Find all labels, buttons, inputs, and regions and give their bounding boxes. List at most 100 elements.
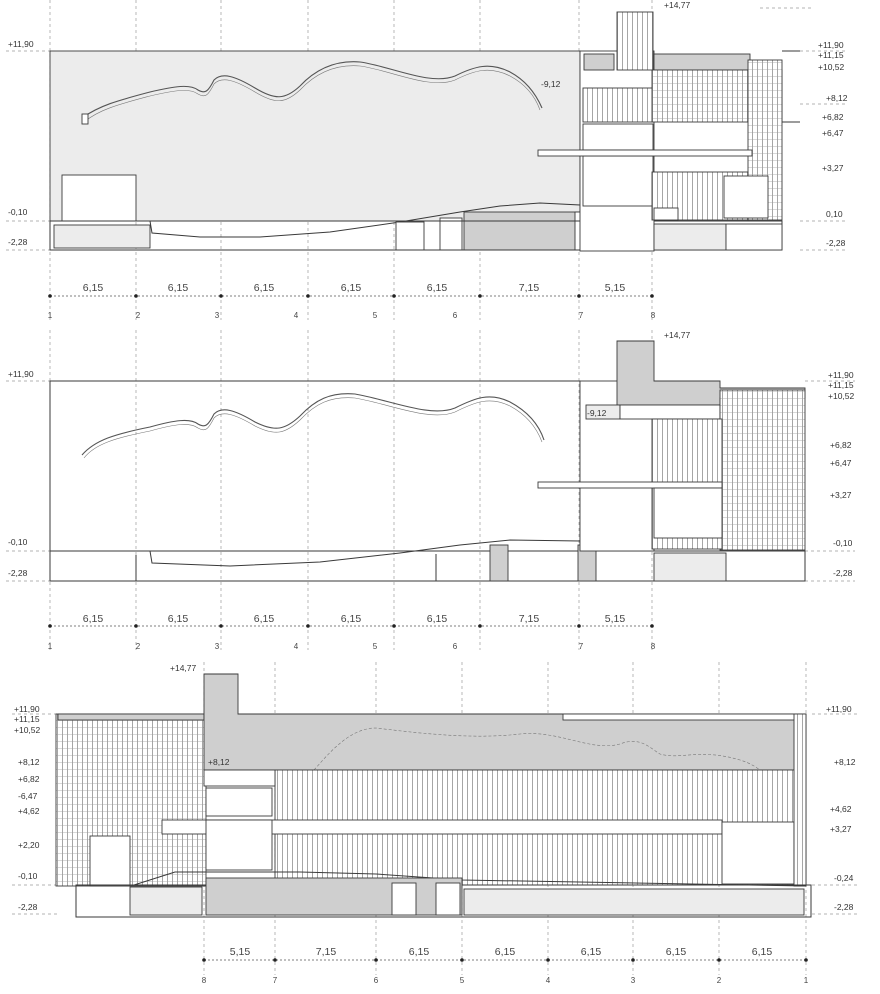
axis-number: 8 bbox=[202, 976, 207, 985]
axis-number: 6 bbox=[374, 976, 379, 985]
level-labels-c: +14,77 +11,90 +11,15 +10,52 +8,12 +6,82 … bbox=[14, 663, 856, 912]
roof-curve bbox=[81, 393, 545, 456]
level-right: -0,10 bbox=[833, 538, 853, 548]
level-right: +11,90 bbox=[828, 370, 854, 380]
axis-number: 4 bbox=[546, 976, 551, 985]
axis-number: 7 bbox=[579, 311, 584, 320]
level-right: -2,28 bbox=[834, 902, 854, 912]
axis-number: 3 bbox=[215, 642, 220, 651]
axis-number: 5 bbox=[373, 311, 378, 320]
building-section-c bbox=[55, 673, 812, 918]
level-left: +6,82 bbox=[18, 774, 40, 784]
axis-number: 6 bbox=[453, 311, 458, 320]
span-dimension: 6,15 bbox=[495, 946, 516, 958]
main-hall-volume bbox=[49, 380, 581, 552]
level-right: +8,12 bbox=[834, 757, 856, 767]
roof-curve bbox=[81, 61, 543, 119]
section-c: +14,77 +11,90 +11,15 +10,52 +8,12 +6,82 … bbox=[12, 662, 860, 985]
building-section-b bbox=[49, 340, 806, 582]
span-dimension: 6,15 bbox=[427, 282, 448, 294]
level-right: -0,24 bbox=[834, 873, 854, 883]
level-left: +2,20 bbox=[18, 840, 40, 850]
level-right: +6,82 bbox=[822, 112, 844, 122]
level-right: +4,62 bbox=[830, 804, 852, 814]
span-dimension: 6,15 bbox=[254, 613, 275, 625]
level-right: -2,28 bbox=[826, 238, 846, 248]
level-right: +10,52 bbox=[818, 62, 845, 72]
span-dimension: 5,15 bbox=[605, 282, 626, 294]
level-left: -2,28 bbox=[8, 237, 28, 247]
level-left: +14,77 bbox=[170, 663, 197, 673]
span-dimension: 5,15 bbox=[605, 613, 626, 625]
level-left: +4,62 bbox=[18, 806, 40, 816]
level-left: -0,10 bbox=[8, 207, 28, 217]
axis-number: 8 bbox=[651, 311, 656, 320]
span-dimension: 6,15 bbox=[168, 282, 189, 294]
axis-number: 4 bbox=[294, 642, 299, 651]
axis-number: 1 bbox=[48, 642, 53, 651]
facade-hatch bbox=[55, 713, 207, 887]
level-right: +8,12 bbox=[826, 93, 848, 103]
level-right: 0,10 bbox=[826, 209, 843, 219]
level-left: -0,10 bbox=[8, 537, 28, 547]
level-right: +14,77 bbox=[664, 330, 691, 340]
axis-number: 2 bbox=[136, 311, 141, 320]
axis-number: 2 bbox=[136, 642, 141, 651]
grid-axes-b bbox=[6, 330, 855, 650]
span-dimension: 6,15 bbox=[581, 946, 602, 958]
level-left: -2,28 bbox=[8, 568, 28, 578]
span-dimension: 6,15 bbox=[341, 282, 362, 294]
level-right: +6,82 bbox=[830, 440, 852, 450]
level-right: +3,27 bbox=[822, 163, 844, 173]
level-right: -2,28 bbox=[833, 568, 853, 578]
axis-number: 3 bbox=[631, 976, 636, 985]
level-left: +11,90 bbox=[8, 39, 34, 49]
level-left: +11,90 bbox=[14, 704, 40, 714]
span-dimension: 6,15 bbox=[409, 946, 430, 958]
axis-number: 7 bbox=[273, 976, 278, 985]
facade-hatch bbox=[719, 389, 806, 551]
dimension-chain-a: 6,15 6,15 6,15 6,15 6,15 7,15 5,15 1 2 3… bbox=[48, 282, 656, 320]
level-right: +10,52 bbox=[828, 391, 855, 401]
level-left: -6,47 bbox=[18, 791, 38, 801]
level-right: +11,15 bbox=[818, 50, 844, 60]
axis-number: 5 bbox=[460, 976, 465, 985]
level-right: +11,15 bbox=[828, 380, 854, 390]
level-right: +3,27 bbox=[830, 490, 852, 500]
section-a: +11,90 -0,10 -2,28 +14,77 +11,90 +11,15 … bbox=[6, 0, 848, 320]
level-right: +14,77 bbox=[664, 0, 691, 10]
axis-number: 3 bbox=[215, 311, 220, 320]
ground-slope bbox=[50, 202, 581, 238]
dimension-chain-b: 6,15 6,15 6,15 6,15 6,15 7,15 5,15 1 2 3… bbox=[48, 613, 656, 651]
level-left: -2,28 bbox=[18, 902, 38, 912]
level-right: +3,27 bbox=[830, 824, 852, 834]
span-dimension: 6,15 bbox=[254, 282, 275, 294]
axis-number: 1 bbox=[804, 976, 809, 985]
axis-number: 4 bbox=[294, 311, 299, 320]
level-left: +11,90 bbox=[8, 369, 34, 379]
level-left: -0,10 bbox=[18, 871, 38, 881]
axis-number: 1 bbox=[48, 311, 53, 320]
tower-top bbox=[616, 11, 654, 71]
level-left: +10,52 bbox=[14, 725, 41, 735]
axis-number: 6 bbox=[453, 642, 458, 651]
grid-axes-a bbox=[6, 0, 845, 320]
level-labels-b: +11,90 -0,10 -2,28 +14,77 +11,90 +11,15 … bbox=[8, 330, 855, 578]
dimension-chain-c: 5,15 7,15 6,15 6,15 6,15 6,15 6,15 8 7 6… bbox=[202, 946, 809, 985]
level-right: +6,47 bbox=[830, 458, 852, 468]
span-dimension: 6,15 bbox=[341, 613, 362, 625]
span-dimension: 7,15 bbox=[316, 946, 337, 958]
span-dimension: 6,15 bbox=[427, 613, 448, 625]
building-section-a bbox=[49, 11, 800, 252]
level-labels-a: +11,90 -0,10 -2,28 +14,77 +11,90 +11,15 … bbox=[8, 0, 848, 248]
basement-left bbox=[53, 224, 151, 249]
room-block bbox=[61, 174, 137, 222]
span-dimension: 6,15 bbox=[83, 282, 104, 294]
span-dimension: 7,15 bbox=[519, 613, 540, 625]
span-dimension: 6,15 bbox=[168, 613, 189, 625]
roof-curve bbox=[313, 727, 773, 789]
span-dimension: 6,15 bbox=[752, 946, 773, 958]
axis-number: 2 bbox=[717, 976, 722, 985]
span-dimension: 6,15 bbox=[666, 946, 687, 958]
